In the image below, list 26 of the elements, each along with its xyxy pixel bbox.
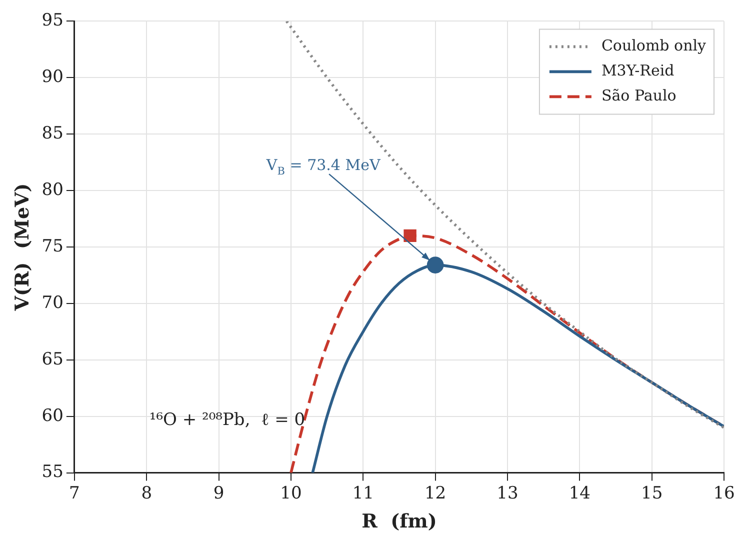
x-tick-label: 12 [424,483,446,504]
y-tick-label: 55 [42,462,64,482]
y-tick-label: 95 [42,10,64,31]
legend-label: Coulomb only [601,36,707,55]
y-tick-label: 80 [42,180,64,200]
annotation: ¹⁶O + ²⁰⁸Pb, ℓ = 0 [149,410,306,430]
y-tick-label: 85 [42,124,64,144]
x-tick-label: 7 [69,483,80,504]
x-tick-label: 8 [141,483,152,504]
y-axis-title: V(R) (MeV) [11,183,34,312]
x-tick-label: 13 [496,483,518,504]
y-tick-label: 90 [42,67,64,88]
y-tick-label: 75 [42,236,64,256]
legend-label: M3Y-Reid [601,62,675,80]
x-tick-label: 9 [213,483,224,504]
y-tick-label: 65 [42,349,64,370]
x-tick-label: 14 [568,483,590,504]
x-tick-label: 11 [352,483,374,504]
x-axis-title: R (fm) [362,510,437,533]
y-tick-label: 60 [42,406,64,426]
line-series [285,21,724,430]
legend-label: São Paulo [601,86,676,105]
x-tick-label: 10 [280,483,302,504]
x-tick-label: 16 [713,483,735,504]
y-tick-label: 70 [42,292,64,313]
x-tick-label: 15 [641,483,663,504]
